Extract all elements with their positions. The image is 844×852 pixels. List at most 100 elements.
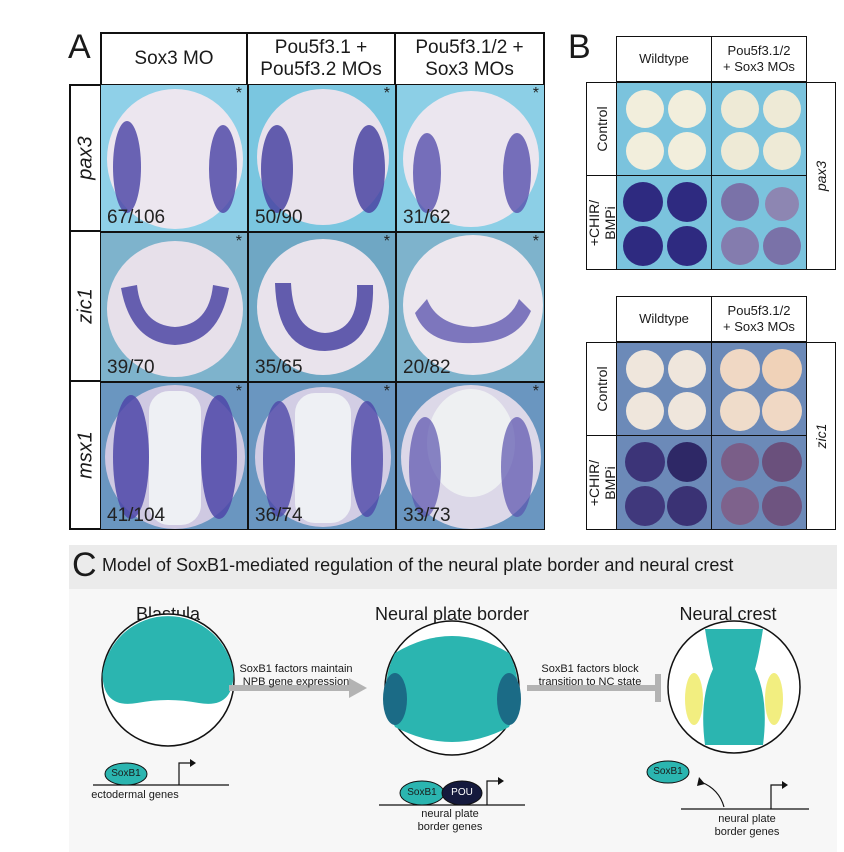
col-header-sox3-text: Sox3 MO <box>134 48 214 69</box>
embryo-image-msx1-sox3: * 41/104 <box>100 382 248 530</box>
count-msx1-pou-sox3: 33/73 <box>403 505 451 526</box>
nc-embryo <box>667 620 801 754</box>
count-zic1-pou-sox3: 20/82 <box>403 357 451 378</box>
b-zic1-treat-wildtype <box>616 435 712 530</box>
asterisk: * <box>383 85 390 102</box>
embryo-image-msx1-pou: * 36/74 <box>248 382 396 530</box>
count-msx1-sox3: 41/104 <box>107 505 166 526</box>
b-zic1-control-wildtype <box>616 342 712 436</box>
b-bottom-row-treat-text: +CHIR/ BMPi <box>585 459 618 506</box>
soxb1-label-1: SoxB1 <box>111 768 141 779</box>
asterisk: * <box>532 85 539 102</box>
b-pax3-control-wildtype <box>616 82 712 176</box>
b-pax3-treat-mo-graphic <box>721 183 801 265</box>
b-zic1-treat-mo-graphic <box>721 442 802 526</box>
col-header-pou-sox3: Pou5f3.1/2 + Sox3 MOs <box>394 32 545 86</box>
b-bottom-header-wildtype-text: Wildtype <box>639 311 689 326</box>
b-bottom-header-mo: Pou5f3.1/2 + Sox3 MOs <box>711 296 807 342</box>
b-pax3-control-wildtype-graphic <box>626 90 706 170</box>
soxb1-label-3: SoxB1 <box>653 766 683 777</box>
genes-caption-1: ectodermal genes <box>91 789 179 801</box>
gene-diagram-nc <box>646 760 809 810</box>
stage-npb-label: Neural plate border <box>374 604 530 624</box>
embryo-image-pax3-sox3: * 67/106 <box>100 84 248 232</box>
asterisk: * <box>235 85 242 102</box>
embryo-pax3-sox3-graphic <box>107 89 243 229</box>
asterisk: * <box>532 233 539 250</box>
b-top-row-treat-text: +CHIR/ BMPi <box>585 199 618 246</box>
b-zic1-treat-wildtype-graphic <box>625 442 707 526</box>
arrow2-caption: SoxB1 factors block transition to NC sta… <box>538 663 642 688</box>
b-pax3-control-mo-graphic <box>721 90 801 170</box>
embryo-image-pax3-pou: * 50/90 <box>248 84 396 232</box>
embryo-image-msx1-pou-sox3: * 33/73 <box>396 382 545 530</box>
count-pax3-pou: 50/90 <box>255 207 303 228</box>
embryo-image-zic1-pou-sox3: * 20/82 <box>396 232 545 382</box>
b-top-gene-text: pax3 <box>813 160 829 192</box>
b-zic1-control-mo-graphic <box>720 349 802 431</box>
embryo-pax3-pou-graphic <box>257 89 389 225</box>
arrow-block <box>527 674 661 702</box>
b-pax3-treat-wildtype-graphic <box>623 182 707 266</box>
arrow1-caption: SoxB1 factors maintain NPB gene expressi… <box>239 663 353 688</box>
asterisk: * <box>383 383 390 400</box>
b-pax3-treat-wildtype <box>616 175 712 270</box>
b-bottom-header-wildtype: Wildtype <box>616 296 712 342</box>
b-top-header-wildtype-text: Wildtype <box>639 51 689 66</box>
panel-c-title-bar <box>69 545 837 589</box>
pou-label: POU <box>451 787 473 798</box>
stage-nc-label: Neural crest <box>679 604 777 624</box>
row-header-zic1: zic1 <box>69 230 102 382</box>
b-pax3-treat-mo <box>711 175 807 270</box>
gene-diagram-ectodermal <box>93 759 229 786</box>
row-header-msx1-text: msx1 <box>74 431 96 479</box>
b-pax3-control-mo <box>711 82 807 176</box>
soxb1-label-2: SoxB1 <box>407 787 437 798</box>
col-header-pou-sox3-text: Pou5f3.1/2 + Sox3 MOs <box>415 37 524 80</box>
b-bottom-row-treat: +CHIR/ BMPi <box>585 435 618 530</box>
b-top-header-mo: Pou5f3.1/2 + Sox3 MOs <box>711 36 807 82</box>
embryo-image-pax3-pou-sox3: * 31/62 <box>396 84 545 232</box>
gene-diagram-npb <box>379 777 525 806</box>
b-bottom-header-mo-text: Pou5f3.1/2 + Sox3 MOs <box>723 303 795 334</box>
b-top-row-control: Control <box>586 82 617 176</box>
b-zic1-control-wildtype-graphic <box>626 350 706 430</box>
count-pax3-sox3: 67/106 <box>107 207 166 228</box>
embryo-zic1-pou-graphic <box>257 239 389 375</box>
asterisk: * <box>532 383 539 400</box>
b-bottom-row-control: Control <box>586 342 617 436</box>
panel-c-diagram <box>93 613 809 810</box>
b-bottom-gene-label: zic1 <box>806 342 836 530</box>
b-top-gene-label: pax3 <box>806 82 836 270</box>
asterisk: * <box>383 233 390 250</box>
b-top-row-treat: +CHIR/ BMPi <box>585 175 618 270</box>
b-zic1-treat-mo <box>711 435 807 530</box>
genes-caption-2: neural plate border genes <box>417 808 483 833</box>
panel-c-letter: C <box>72 546 97 584</box>
embryo-zic1-pou-sox3-graphic <box>403 235 543 375</box>
arrow-maintain <box>229 678 367 698</box>
row-header-msx1: msx1 <box>69 380 102 530</box>
genes-caption-3: neural plate border genes <box>714 813 780 838</box>
col-header-pou5f3-text: Pou5f3.1 + Pou5f3.2 MOs <box>260 37 382 80</box>
b-bottom-row-control-text: Control <box>593 366 610 412</box>
row-header-pax3-text: pax3 <box>74 136 96 180</box>
embryo-msx1-pou-graphic <box>255 387 391 527</box>
panel-a-letter: A <box>68 28 91 66</box>
count-pax3-pou-sox3: 31/62 <box>403 207 451 228</box>
row-header-zic1-text: zic1 <box>74 288 96 324</box>
count-zic1-pou: 35/65 <box>255 357 303 378</box>
row-header-pax3: pax3 <box>69 84 102 232</box>
embryo-image-zic1-sox3: * 39/70 <box>100 232 248 382</box>
embryo-image-zic1-pou: * 35/65 <box>248 232 396 382</box>
embryo-zic1-sox3-graphic <box>107 241 243 377</box>
b-zic1-control-mo <box>711 342 807 436</box>
panel-c-title: Model of SoxB1-mediated regulation of th… <box>102 555 734 575</box>
embryo-msx1-pou-sox3-graphic <box>401 385 541 529</box>
col-header-pou5f3: Pou5f3.1 + Pou5f3.2 MOs <box>246 32 396 86</box>
embryo-msx1-sox3-graphic <box>105 385 245 529</box>
panel-b-letter: B <box>568 28 591 66</box>
col-header-sox3: Sox3 MO <box>100 32 248 86</box>
blastula-embryo <box>101 613 235 747</box>
asterisk: * <box>235 383 242 400</box>
